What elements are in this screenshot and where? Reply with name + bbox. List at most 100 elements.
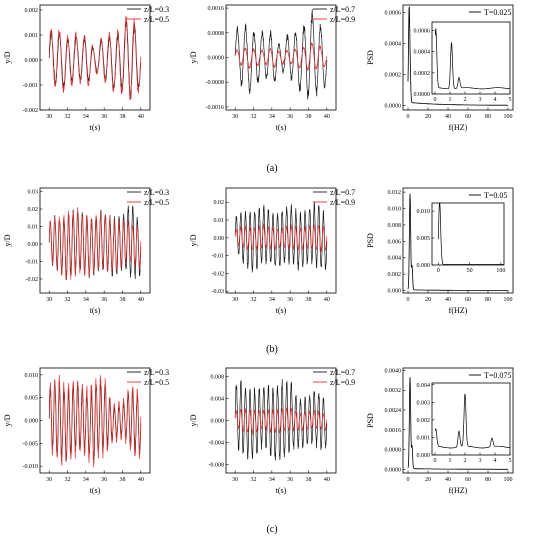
x-tick-label: 34 [269, 297, 275, 303]
x-tick-label: 30 [232, 297, 238, 303]
plot-frame [39, 4, 151, 111]
series-line-1 [48, 374, 142, 468]
y-tick-label: 0.000 [211, 419, 225, 425]
legend-entry: z/L=0.9 [330, 15, 355, 24]
x-tick-label: 36 [101, 297, 107, 303]
x-tick-label: 30 [46, 114, 52, 120]
chart-b3-inset: 0 50 100 0.000 0.005 0.010 [417, 202, 505, 274]
x-axis-label: t(s) [276, 486, 287, 495]
y-tick-label: -0.02 [212, 271, 225, 277]
y-tick-label: 0.000 [417, 263, 431, 269]
x-tick-label: 30 [46, 297, 52, 303]
y-tick-label: 0.012 [388, 190, 402, 196]
y-tick-label: 0.000 [25, 58, 39, 64]
x-tick-label: 38 [120, 477, 126, 483]
x-axis-label: t(s) [90, 486, 101, 495]
x-tick-label: 36 [101, 114, 107, 120]
y-tick-label: 0.0004 [414, 50, 431, 56]
x-tick-label: 40 [445, 477, 451, 483]
y-tick-label: 0.008 [211, 374, 225, 380]
y-tick-label: 0.001 [417, 435, 431, 441]
legend-entry: z/L=0.7 [330, 188, 355, 197]
x-tick-label: 0 [407, 477, 410, 483]
y-tick-label: 0.00 [214, 236, 225, 242]
x-tick-label: 30 [46, 477, 52, 483]
legend: z/L=0.3z/L=0.5 [127, 5, 169, 24]
x-tick-label: 1 [449, 97, 452, 103]
legend: z/L=0.3z/L=0.5 [127, 368, 169, 387]
x-tick-label: 36 [287, 114, 293, 120]
x-tick-label: 32 [251, 477, 257, 483]
y-tick-label: 0.004 [388, 256, 402, 262]
x-tick-label: 0 [434, 458, 437, 464]
y-tick-label: -0.008 [209, 463, 225, 469]
y-tick-label: 0.0006 [414, 28, 431, 34]
y-tick-label: 0.01 [28, 225, 39, 231]
x-tick-label: 38 [120, 114, 126, 120]
x-tick-label: 38 [306, 297, 312, 303]
plot-frame [225, 187, 337, 294]
legend: z/L=0.7z/L=0.9 [313, 188, 355, 207]
series-line-1 [234, 223, 328, 252]
y-tick-label: 0.004 [211, 396, 225, 402]
y-tick-label: -0.02 [26, 277, 39, 283]
legend-entry: z/L=0.3 [144, 368, 169, 377]
chart-a2: 30 32 34 36 38 40 -0.0016 -0.0008 0.0000 0.0008 0.… [189, 4, 355, 132]
y-tick-label: -0.001 [23, 83, 39, 89]
y-tick-label: 0.005 [417, 236, 431, 242]
y-tick-label: 0.0008 [385, 448, 402, 454]
y-tick-label: -0.002 [23, 108, 39, 114]
x-tick-label: 0 [437, 268, 440, 274]
x-tick-label: 38 [120, 297, 126, 303]
x-tick-label: 34 [269, 477, 275, 483]
x-tick-label: 4 [494, 97, 497, 103]
y-tick-label: -0.03 [212, 289, 225, 295]
x-tick-label: 0 [434, 97, 437, 103]
y-tick-label: 0.0016 [208, 6, 225, 12]
y-tick-label: 0.002 [417, 418, 431, 424]
y-tick-label: 0.02 [214, 200, 225, 206]
legend-entry: z/L=0.7 [330, 368, 355, 377]
y-tick-label: 0.0006 [385, 11, 402, 17]
x-tick-label: 38 [306, 477, 312, 483]
legend-entry: z/L=0.3 [144, 5, 169, 14]
series-line-1 [234, 407, 328, 436]
x-axis-label: f(HZ) [449, 306, 468, 315]
y-tick-label: 0.0000 [414, 92, 431, 98]
y-tick-label: 0.000 [388, 289, 402, 295]
x-tick-label: 50 [467, 268, 473, 274]
x-tick-label: 32 [65, 114, 71, 120]
x-tick-label: 32 [251, 114, 257, 120]
y-tick-label: 0.0002 [414, 71, 431, 77]
x-tick-label: 34 [83, 477, 89, 483]
x-axis-label: f(HZ) [449, 486, 468, 495]
y-tick-label: 0.006 [388, 239, 402, 245]
y-tick-label: 0.0016 [385, 428, 402, 434]
y-tick-label: -0.005 [23, 441, 39, 447]
y-tick-label: 0.0002 [385, 72, 402, 78]
y-tick-label: 0.0004 [385, 42, 402, 48]
x-tick-label: 4 [494, 458, 497, 464]
y-axis-label: y/D [3, 51, 12, 63]
plot-frame [39, 187, 151, 294]
y-tick-label: 0.00 [28, 242, 39, 248]
y-axis-label: y/D [3, 414, 12, 426]
x-tick-label: 60 [465, 114, 471, 120]
legend-entry: T=0.025 [484, 8, 511, 17]
y-tick-label: -0.0008 [206, 80, 225, 86]
y-tick-label: 0.005 [25, 396, 39, 402]
x-axis-label: t(s) [90, 123, 101, 132]
y-tick-label: 0.004 [417, 383, 431, 389]
series-line-1 [48, 16, 142, 101]
legend-entry: z/L=0.5 [144, 378, 169, 387]
y-axis-label: PSD [366, 50, 375, 65]
y-tick-label: 0.0008 [208, 31, 225, 37]
y-axis-label: y/D [3, 234, 12, 246]
psd-line [407, 377, 508, 470]
x-tick-label: 32 [65, 477, 71, 483]
x-tick-label: 36 [287, 477, 293, 483]
y-axis-label: y/D [189, 414, 198, 426]
x-tick-label: 60 [465, 297, 471, 303]
x-tick-label: 36 [101, 477, 107, 483]
